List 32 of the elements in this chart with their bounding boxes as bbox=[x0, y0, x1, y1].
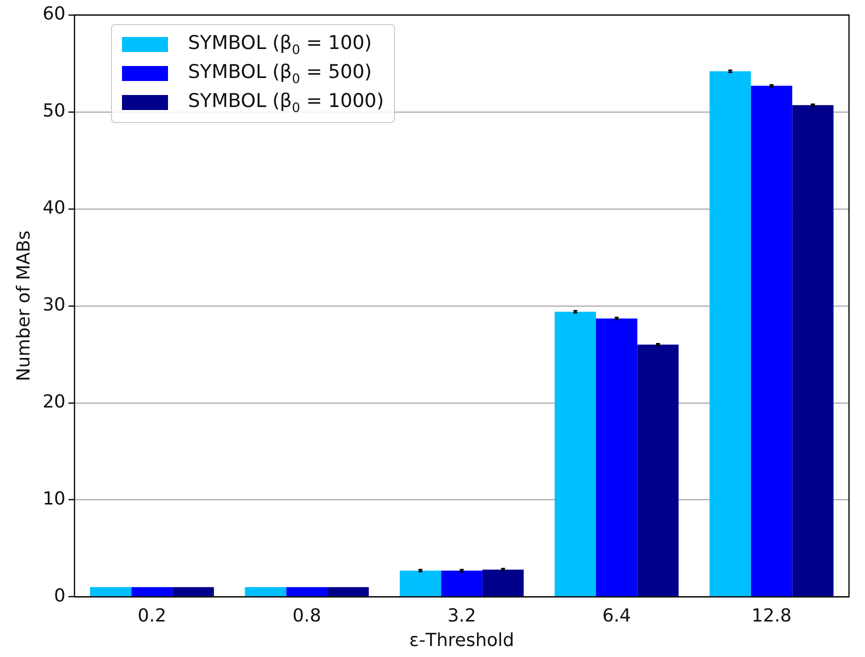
y-tick-label: 0 bbox=[54, 585, 66, 606]
bar bbox=[637, 344, 679, 596]
x-tick-label: 0.8 bbox=[292, 605, 322, 626]
x-axis-title: ε-Threshold bbox=[409, 630, 514, 651]
x-tick-label: 6.4 bbox=[602, 605, 631, 626]
y-tick-label: 50 bbox=[42, 100, 66, 122]
bar bbox=[244, 587, 286, 596]
bar bbox=[710, 71, 751, 596]
y-tick-label: 10 bbox=[42, 488, 66, 510]
bar bbox=[441, 570, 482, 596]
bar bbox=[750, 86, 792, 596]
bar bbox=[482, 570, 524, 596]
bar bbox=[596, 318, 638, 596]
bar bbox=[286, 587, 328, 596]
legend-label: SYMBOL (β$_{0}$ = 500) bbox=[188, 60, 372, 86]
y-tick-label: 30 bbox=[42, 294, 66, 316]
bar bbox=[792, 105, 834, 596]
x-tick-label: 3.2 bbox=[447, 605, 476, 626]
y-axis-title: Number of MABs bbox=[13, 230, 34, 382]
x-tick-label: 12.8 bbox=[752, 605, 792, 626]
legend-label: SYMBOL (β$_{0}$ = 100) bbox=[188, 32, 372, 58]
x-tick-label: 0.2 bbox=[138, 605, 166, 626]
bar bbox=[131, 587, 173, 596]
legend-label: SYMBOL (β$_{0}$ = 1000) bbox=[188, 90, 384, 116]
y-tick-label: 60 bbox=[42, 4, 66, 25]
y-tick-label: 20 bbox=[42, 392, 66, 413]
bar bbox=[328, 587, 369, 596]
y-tick-label: 40 bbox=[42, 198, 66, 219]
bar bbox=[400, 570, 442, 596]
bar bbox=[554, 312, 596, 596]
bar bbox=[90, 587, 132, 596]
bar bbox=[172, 587, 214, 596]
